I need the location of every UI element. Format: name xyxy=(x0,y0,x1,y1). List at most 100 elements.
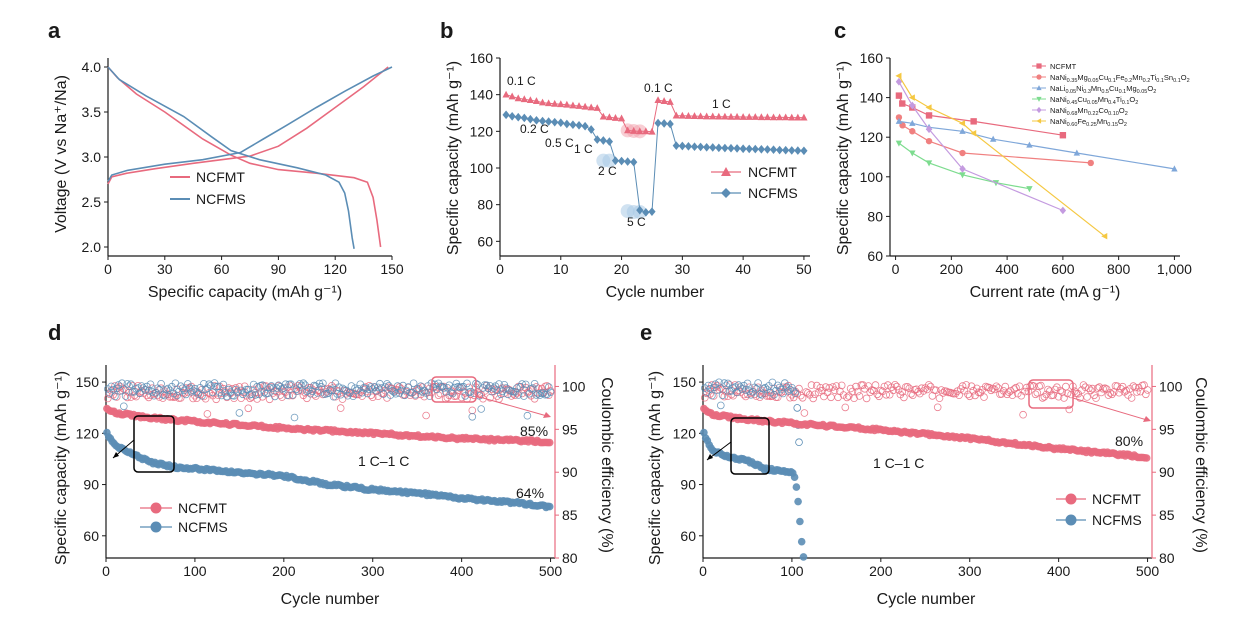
c-point-4 xyxy=(1059,206,1067,215)
b-point-ncfmt xyxy=(769,113,778,121)
e-ylabel: Specific capacity (mAh g⁻¹) xyxy=(647,371,664,565)
e-ce-point-ncfmt xyxy=(958,382,967,390)
b-anno-0p1c: 0.1 C xyxy=(507,74,536,88)
y-tick-label: 60 xyxy=(477,233,493,249)
x-tick-label: 20 xyxy=(614,261,630,277)
b-point-ncfmt xyxy=(745,113,753,120)
e-ce-point-ncfmt xyxy=(965,392,974,401)
b-line-ncfmt xyxy=(505,94,804,133)
d-ce-point-ncfmt xyxy=(123,393,132,402)
c-point-1 xyxy=(925,137,933,145)
e-ce-point-ncfmt xyxy=(1083,393,1091,401)
d-ylabel: Specific capacity (mAh g⁻¹) xyxy=(53,371,70,565)
e-anno-rate: 1 C–1 C xyxy=(873,455,924,471)
e-ce-point-ncfmt xyxy=(825,384,834,392)
e-ce-point-ncfmt xyxy=(827,393,835,402)
d-ce-point-ncfms xyxy=(242,385,251,394)
d-ce-point-ncfms xyxy=(235,409,244,417)
e-ce-point-ncfmt xyxy=(1133,388,1141,396)
c-point-3 xyxy=(1026,186,1033,193)
d-ce-point-ncfms xyxy=(521,380,530,389)
d-ce-point-ncfmt xyxy=(468,406,477,415)
d-ce-point-ncfms xyxy=(363,389,372,398)
d-ce-point-ncfms xyxy=(463,379,471,388)
c-point-0 xyxy=(895,92,903,99)
d-ce-point-ncfms xyxy=(418,388,427,396)
e-capacity-point-ncfms xyxy=(797,537,806,546)
e-ce-point-ncfmt xyxy=(1127,394,1136,402)
e-ce-point-ncfmt xyxy=(1022,383,1031,392)
a-curve-ncfmt-discharge xyxy=(107,66,382,248)
e-ce-point-ncfmt xyxy=(1108,390,1116,399)
b-point-ncfms xyxy=(757,144,765,154)
c-point-3 xyxy=(909,150,916,157)
e-ce-point-ncfms xyxy=(789,387,798,395)
b-point-ncfmt xyxy=(551,99,559,107)
d-ce-point-ncfmt xyxy=(212,395,221,404)
e-ce-point-ncfmt xyxy=(1037,381,1045,390)
b-ylabel: Specific capacity (mAh g⁻¹) xyxy=(445,61,462,255)
d-ce-point-ncfms xyxy=(253,382,261,391)
e-ce-point-drop xyxy=(795,438,803,447)
d-ce-point-ncfms xyxy=(546,388,555,397)
e-ce-point-ncfms xyxy=(754,379,762,387)
b-point-ncfmt xyxy=(605,113,614,121)
b-point-ncfms xyxy=(678,141,686,151)
e-zoom-box xyxy=(730,417,770,475)
c-xlabel: Current rate (mA g⁻¹) xyxy=(970,284,1121,301)
e-capacity-point-ncfms xyxy=(790,473,799,482)
e-ce-arrowhead xyxy=(1143,416,1151,422)
y-tick-label: 60 xyxy=(83,528,99,544)
d-ce-point-ncfms xyxy=(395,389,404,397)
c-legend-part: 0.05 xyxy=(1137,89,1148,95)
b-anno-0p2c: 0.2 C xyxy=(520,122,549,136)
y-tick-label: 120 xyxy=(673,425,697,441)
e-ce-point-ncfms xyxy=(780,379,789,387)
c-point-0 xyxy=(1059,132,1067,139)
d-ce-point-ncfms xyxy=(528,384,537,392)
d-ce-point-ncfms xyxy=(198,391,206,400)
e-ce-point-ncfmt xyxy=(820,392,828,401)
d-zoom-box xyxy=(133,415,175,473)
y-tick-label: 120 xyxy=(470,123,494,139)
c-legend-part: 0.2 xyxy=(1125,78,1133,84)
b-point-ncfms xyxy=(526,114,534,124)
b-point-ncfms xyxy=(617,156,626,166)
c-legend-part: NaNi xyxy=(1050,95,1067,104)
d-ce-point-ncfms xyxy=(365,385,374,394)
c-legend-part: 0.1 xyxy=(1156,78,1164,84)
b-anno-2c: 2 C xyxy=(598,164,617,178)
e-ce-point-ncfmt xyxy=(1062,382,1070,391)
b-point-ncfms xyxy=(776,145,784,155)
d-ce-point-ncfms xyxy=(136,389,144,398)
c-point-2 xyxy=(989,135,997,142)
c-legend-part: 2 xyxy=(1153,89,1156,95)
b-point-ncfmt xyxy=(587,103,595,111)
e-ce-point-ncfmt xyxy=(1085,384,1093,393)
d-ce-point-ncfms xyxy=(258,381,267,390)
b-point-ncfmt xyxy=(721,112,729,120)
d-ce-point-ncfmt xyxy=(182,384,190,392)
d-ce-point-ncfms xyxy=(134,384,142,392)
d-ce-point-ncfmt xyxy=(127,393,135,401)
b-point-ncfmt xyxy=(648,127,656,135)
b-point-ncfmt xyxy=(593,104,601,111)
d-ce-point-ncfms xyxy=(544,383,553,391)
c-legend-part: 0.5 xyxy=(1101,89,1109,95)
c-legend-part: Ni xyxy=(1076,84,1083,93)
e-ce-point-ncfms xyxy=(745,387,753,395)
b-point-ncfmt xyxy=(520,95,528,103)
e-capacity-point-ncfms xyxy=(794,497,802,506)
e-ce-point-ncfmt xyxy=(830,386,839,395)
d-ce-point-ncfms xyxy=(120,402,128,411)
y2-tick-label: 90 xyxy=(1159,464,1175,480)
d-ce-point-ncfms xyxy=(125,382,133,391)
e-ce-point-ncfms xyxy=(722,381,730,390)
e-ce-point-ncfms xyxy=(718,391,727,400)
b-point-ncfms xyxy=(733,144,741,153)
b-legend-ncfmt-marker xyxy=(721,167,731,176)
c-legend-part: Mn xyxy=(1097,117,1107,126)
d-ce-point-ncfmt xyxy=(530,394,539,403)
b-point-ncfmt xyxy=(666,98,674,105)
x-tick-label: 300 xyxy=(958,563,982,579)
